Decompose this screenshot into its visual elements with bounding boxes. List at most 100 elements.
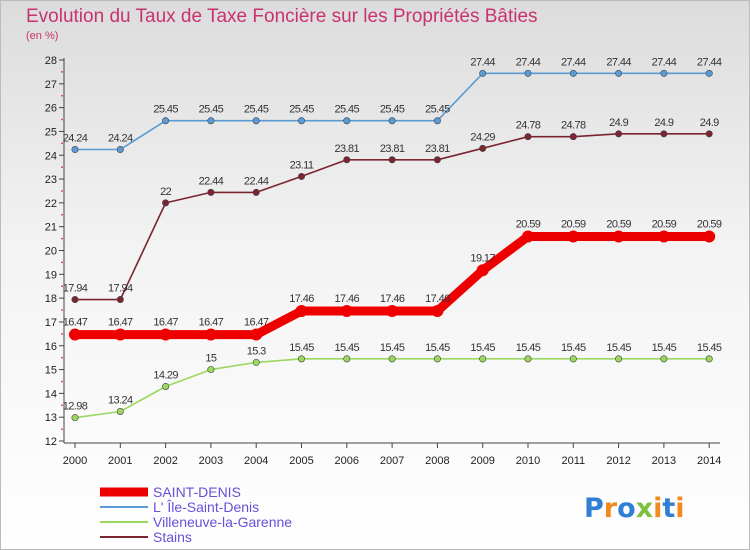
x-tick-label: 2002 bbox=[153, 455, 177, 467]
y-minor-dot bbox=[61, 213, 63, 216]
chart-title: Evolution du Taux de Taxe Foncière sur l… bbox=[26, 6, 538, 27]
x-tick-label: 2003 bbox=[199, 455, 223, 467]
data-point bbox=[524, 355, 532, 363]
data-point bbox=[569, 133, 577, 141]
x-tick-label: 2000 bbox=[63, 455, 87, 467]
y-minor-dot bbox=[61, 142, 63, 145]
x-tick-label: 2004 bbox=[244, 455, 268, 467]
data-label: 23.81 bbox=[335, 143, 360, 155]
data-point bbox=[433, 156, 441, 164]
data-point bbox=[71, 146, 79, 154]
data-point bbox=[615, 130, 623, 138]
data-point bbox=[69, 328, 81, 341]
legend-label: L' Île-Saint-Denis bbox=[153, 499, 259, 515]
series-0 bbox=[71, 69, 713, 154]
series-layer bbox=[69, 69, 716, 422]
data-label: 15.45 bbox=[380, 342, 405, 354]
data-label: 27.44 bbox=[561, 56, 586, 68]
y-tick-label: 27 bbox=[45, 79, 57, 91]
data-label: 20.59 bbox=[697, 218, 722, 230]
data-label: 22 bbox=[160, 186, 172, 198]
series-line bbox=[74, 357, 711, 419]
y-minor-dot bbox=[61, 166, 63, 169]
proxiti-logo: Proxiti bbox=[584, 493, 685, 524]
y-minor-dot bbox=[61, 190, 63, 192]
data-point bbox=[705, 130, 713, 138]
data-point bbox=[297, 355, 305, 363]
legend-label: Stains bbox=[153, 529, 192, 545]
data-point bbox=[569, 355, 577, 363]
data-label: 17.46 bbox=[289, 293, 314, 305]
data-label: 27.44 bbox=[606, 56, 631, 68]
data-point bbox=[343, 355, 351, 363]
data-label: 23.81 bbox=[380, 143, 405, 155]
y-minor-dot bbox=[61, 428, 63, 430]
data-point bbox=[433, 355, 441, 363]
data-label: 17.46 bbox=[335, 293, 360, 305]
data-label: 25.45 bbox=[425, 104, 450, 116]
data-label: 27.44 bbox=[697, 56, 722, 68]
x-tick-label: 2012 bbox=[606, 455, 630, 467]
x-tick-label: 2013 bbox=[652, 455, 676, 467]
y-tick-label: 19 bbox=[45, 269, 57, 281]
data-label: 15.45 bbox=[425, 342, 450, 354]
y-minor-dot bbox=[61, 237, 63, 240]
data-point bbox=[207, 117, 215, 125]
data-label: 15.45 bbox=[561, 342, 586, 354]
data-point bbox=[660, 130, 668, 138]
data-label: 24.78 bbox=[516, 120, 541, 132]
y-minor-dot bbox=[61, 285, 63, 288]
data-label: 20.59 bbox=[652, 218, 677, 230]
data-point bbox=[114, 328, 127, 341]
data-label: 25.45 bbox=[153, 104, 178, 116]
data-label: 24.24 bbox=[108, 133, 133, 145]
y-tick-label: 23 bbox=[45, 174, 57, 186]
data-point bbox=[388, 355, 396, 363]
data-label: 25.45 bbox=[335, 104, 360, 116]
y-minor-dot bbox=[61, 356, 63, 359]
data-point bbox=[116, 407, 124, 415]
data-label: 20.59 bbox=[606, 218, 631, 230]
data-label: 22.44 bbox=[244, 175, 269, 187]
data-point bbox=[479, 69, 487, 77]
data-label: 15.45 bbox=[289, 342, 314, 354]
data-label: 15.45 bbox=[697, 342, 722, 354]
data-point bbox=[703, 230, 716, 243]
data-label: 14.29 bbox=[153, 369, 178, 381]
data-point bbox=[388, 156, 396, 164]
data-label: 13.24 bbox=[108, 394, 133, 406]
y-tick-label: 14 bbox=[45, 388, 57, 400]
data-point bbox=[657, 230, 670, 243]
x-tick-label: 2009 bbox=[470, 455, 494, 467]
data-point bbox=[615, 69, 623, 77]
data-label: 16.47 bbox=[199, 317, 224, 329]
data-point bbox=[705, 355, 713, 363]
y-tick-label: 25 bbox=[45, 126, 57, 138]
data-label: 27.44 bbox=[516, 56, 541, 68]
data-label: 17.46 bbox=[380, 293, 405, 305]
data-point bbox=[479, 144, 487, 152]
data-point bbox=[343, 117, 351, 125]
data-label: 24.9 bbox=[609, 117, 628, 129]
data-point bbox=[252, 117, 260, 125]
data-point bbox=[569, 69, 577, 77]
x-tick-label: 2007 bbox=[380, 455, 404, 467]
x-tick-label: 2010 bbox=[516, 455, 540, 467]
x-tick-label: 2005 bbox=[289, 455, 313, 467]
data-label: 25.45 bbox=[244, 104, 269, 116]
data-point bbox=[162, 199, 170, 207]
data-point bbox=[207, 366, 215, 374]
data-label: 25.45 bbox=[199, 104, 224, 116]
data-point bbox=[479, 355, 487, 363]
data-label: 22.44 bbox=[199, 175, 224, 187]
y-minor-dot bbox=[61, 94, 63, 97]
y-minor-dot bbox=[61, 261, 63, 264]
data-label: 24.9 bbox=[700, 117, 719, 129]
data-point bbox=[71, 414, 79, 422]
data-label: 15.45 bbox=[606, 342, 631, 354]
data-label: 24.24 bbox=[63, 133, 88, 145]
data-point bbox=[162, 117, 170, 125]
legend-label: Villeneuve-la-Garenne bbox=[153, 514, 292, 530]
